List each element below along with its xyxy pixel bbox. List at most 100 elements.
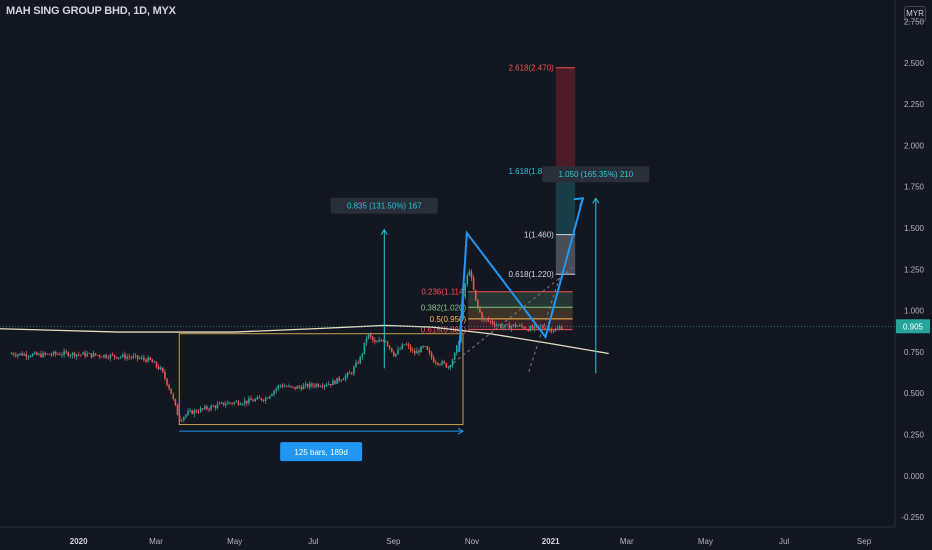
candle-body [409,346,412,351]
candle-body [390,347,393,353]
candle-body [453,352,456,360]
candle-body [195,410,198,413]
candle-body [38,353,40,355]
candle-body [443,361,446,364]
candle-body [50,354,53,356]
candle-body [474,289,477,301]
candle-body [94,353,97,356]
candle-body [124,354,126,359]
candle-body [491,321,494,324]
measure-1-label: 0.835 (131.50%) 167 [347,202,422,211]
candle-body [218,403,221,405]
candle-body [556,328,559,330]
candle-body [208,409,210,410]
candle-body [397,349,399,354]
candle-body [302,385,305,390]
candle-body [61,354,63,356]
candle-body [388,345,391,348]
candle-body [185,414,187,418]
candle-body [411,350,414,352]
candle-body [10,353,13,355]
x-tick-label: Mar [620,537,634,546]
range-label: 125 bars, 189d [294,448,347,457]
candle-body [107,357,110,359]
candle-body [296,386,299,389]
candle-body [277,385,280,389]
candle-body [498,324,500,326]
candle-body [256,397,259,400]
candle-body [46,353,49,355]
candle-body [168,384,170,389]
candle-body [441,361,443,365]
candle-body [317,384,320,387]
candle-body [229,402,231,404]
candle-body [422,346,425,348]
candle-body [519,325,521,326]
candle-body [380,340,383,341]
candle-body [222,402,225,406]
candle-body [241,403,244,405]
candle-body [103,354,105,358]
candle-body [271,394,273,396]
candle-body [334,380,336,384]
forecast-dashed-line [448,267,573,368]
candle-body [183,417,185,421]
fib-extension-band [555,67,576,171]
candle-body [309,383,311,388]
candle-body [468,271,471,276]
candle-body [558,327,561,329]
candle-body [151,359,154,363]
candle-body [243,400,246,404]
candle-body [214,406,217,408]
measure-1-label-bg [330,197,438,214]
candle-body [472,277,475,290]
fib-level-label: 0.5(0.950) [430,315,467,324]
candle-body [248,398,250,404]
candle-body [90,353,93,357]
candle-body [540,326,542,328]
candle-body [189,410,191,412]
projection-path [458,197,584,352]
fib-extension-band [555,170,576,235]
candle-body [101,356,103,358]
candle-body [489,321,492,322]
candle-body [435,362,437,364]
candle-body [426,346,429,351]
candle-body [180,420,183,422]
candle-body [157,366,160,370]
candle-body [250,398,252,401]
candle-body [204,406,206,409]
candle-body [313,385,315,387]
candle-body [191,410,194,415]
x-tick-label: 2020 [70,537,88,546]
candle-body [376,341,378,343]
candle-body [279,385,282,387]
x-tick-label: Sep [857,537,872,546]
candle-body [521,325,523,327]
candle-body [33,352,36,354]
candle-body [561,327,563,329]
candle-body [128,356,131,358]
candle-body [382,340,385,342]
candle-body [451,359,454,366]
candle-body [21,353,23,356]
fib-level-label: 0.382(1.020) [421,303,467,312]
range-label-bg [280,442,363,462]
measure-2-label: 1.050 (165.35%) 210 [558,170,633,179]
candle-body [395,353,397,356]
candle-body [206,406,208,410]
y-tick-label: 0.750 [904,348,925,357]
candle-body [63,351,65,355]
candle-body [477,300,479,307]
candle-body [367,333,370,339]
candle-body [336,377,338,384]
candle-body [323,385,326,387]
candle-body [355,362,357,368]
candle-body [193,410,196,415]
currency-button[interactable]: MYR [904,6,926,22]
candle-body [483,318,485,320]
x-tick-label: Nov [465,537,479,546]
candle-body [44,352,47,355]
candle-body [176,404,179,416]
